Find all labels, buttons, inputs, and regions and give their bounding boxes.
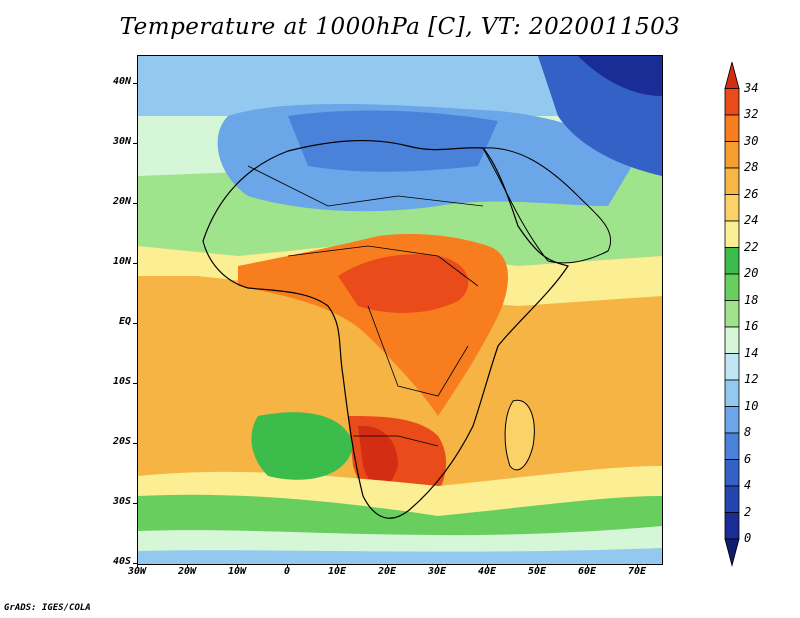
border-sahel <box>287 245 479 287</box>
lon-label: 50E <box>527 566 547 577</box>
central-africa-hotter <box>338 254 469 313</box>
lat-tick <box>133 503 137 504</box>
lon-label: 60E <box>577 566 597 577</box>
credit-label: GrADS: IGES/COLA <box>4 603 91 613</box>
colorbar-tick-label: 12 <box>744 372 759 386</box>
colorbar-svg <box>724 60 740 568</box>
colorbar-segment <box>724 512 740 540</box>
chart-title: Temperature at 1000hPa [C], VT: 20200115… <box>119 14 681 40</box>
colorbar-segment <box>724 114 740 142</box>
lon-label: 10E <box>327 566 347 577</box>
lat-label: 30N <box>112 136 131 147</box>
colorbar-tick-label: 4 <box>744 478 752 492</box>
lat-label: 20S <box>112 436 131 447</box>
colorbar-segment <box>724 220 740 248</box>
colorbar-tick-label: 34 <box>744 80 759 95</box>
lat-tick <box>133 323 137 324</box>
colorbar-bottom-arrow <box>724 538 740 568</box>
band-south-cold <box>138 548 662 564</box>
colorbar-segment <box>724 459 740 487</box>
lon-label: 10W <box>227 566 247 577</box>
colorbar-segment <box>724 406 740 434</box>
lon-tick <box>487 564 488 568</box>
lon-tick <box>637 564 638 568</box>
lon-label: 20E <box>377 566 397 577</box>
colorbar-segment <box>724 167 740 195</box>
lat-label: 10S <box>112 376 131 387</box>
colorbar-segment <box>724 326 740 354</box>
colorbar-segment <box>724 88 740 116</box>
colorbar-segment <box>724 141 740 169</box>
lat-label: 10N <box>112 256 131 267</box>
colorbar-segment <box>724 273 740 301</box>
colorbar-tick-label: 24 <box>744 213 759 227</box>
lat-tick <box>133 143 137 144</box>
lon-tick <box>337 564 338 568</box>
colorbar-segment <box>724 432 740 460</box>
colorbar-top-arrow <box>724 60 740 89</box>
lat-label: EQ <box>118 316 131 327</box>
arabia-coastline <box>482 147 612 264</box>
lon-tick <box>187 564 188 568</box>
lat-tick <box>133 83 137 84</box>
lon-tick <box>287 564 288 568</box>
southern-africa-hottest <box>358 425 398 489</box>
colorbar <box>724 60 740 600</box>
lat-label: 30S <box>112 496 131 507</box>
border-central <box>367 305 469 397</box>
colorbar-tick-label: 28 <box>744 160 759 174</box>
lon-label: 40E <box>477 566 497 577</box>
colorbar-tick-label: 20 <box>744 266 759 280</box>
lat-tick <box>133 203 137 204</box>
colorbar-tick-label: 32 <box>744 107 759 121</box>
colorbar-segment <box>724 353 740 381</box>
lon-tick <box>537 564 538 568</box>
colorbar-segment <box>724 300 740 328</box>
lon-tick <box>437 564 438 568</box>
lon-tick <box>137 564 138 568</box>
lon-label: 70E <box>627 566 647 577</box>
madagascar <box>504 399 535 471</box>
border-south <box>353 435 439 447</box>
colorbar-segment <box>724 485 740 513</box>
colorbar-tick-label: 8 <box>744 425 752 439</box>
mideast-coldest <box>578 56 662 96</box>
colorbar-tick-label: 30 <box>744 133 759 148</box>
lon-label: 30E <box>427 566 447 577</box>
lon-label: 30W <box>127 566 147 577</box>
colorbar-tick-label: 22 <box>744 239 759 254</box>
lat-label: 40N <box>112 76 131 87</box>
colorbar-tick-label: 26 <box>744 186 759 201</box>
colorbar-segment <box>724 194 740 222</box>
colorbar-tick-label: 0 <box>744 531 752 545</box>
colorbar-tick-label: 6 <box>744 451 752 466</box>
lat-label: 40S <box>112 556 131 567</box>
africa-coastline <box>202 139 569 519</box>
colorbar-segment <box>724 247 740 275</box>
sahara-colder <box>288 110 498 172</box>
colorbar-tick-label: 18 <box>744 292 759 307</box>
lat-tick <box>133 263 137 264</box>
lat-tick <box>133 563 137 564</box>
map-canvas <box>138 56 662 564</box>
temperature-map <box>137 55 663 565</box>
south-atlantic-green <box>251 412 353 480</box>
lon-tick <box>387 564 388 568</box>
lat-label: 20N <box>112 196 131 207</box>
lat-tick <box>133 443 137 444</box>
colorbar-segment <box>724 379 740 407</box>
lon-label: 20W <box>177 566 197 577</box>
colorbar-tick-label: 2 <box>744 504 752 519</box>
lon-label: 0 <box>283 566 291 577</box>
colorbar-tick-label: 14 <box>744 345 759 360</box>
lon-tick <box>587 564 588 568</box>
colorbar-tick-label: 16 <box>744 319 759 333</box>
lat-tick <box>133 383 137 384</box>
colorbar-tick-label: 10 <box>744 398 759 413</box>
lon-tick <box>237 564 238 568</box>
border-north <box>247 165 484 207</box>
